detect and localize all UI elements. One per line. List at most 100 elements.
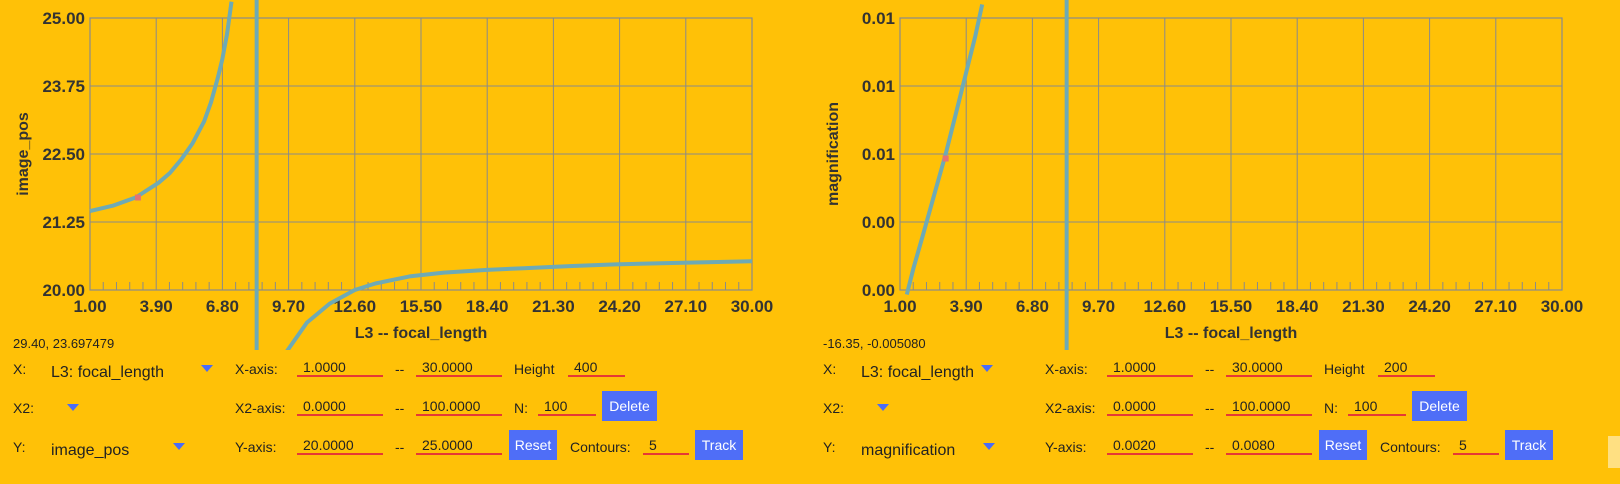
y-select-value[interactable]: magnification <box>861 442 956 459</box>
x-tick-label: 15.50 <box>1210 297 1253 316</box>
xaxis-min-input[interactable]: 1.0000 <box>1107 359 1193 377</box>
y-tick-label: 0.00 <box>862 281 895 300</box>
delete-button[interactable]: Delete <box>1412 391 1467 421</box>
x-label: X: <box>823 361 837 377</box>
x-tick-label: 27.10 <box>665 297 708 316</box>
n-input[interactable]: 100 <box>538 398 596 416</box>
contours-label: Contours: <box>570 439 631 455</box>
range-dash: -- <box>395 439 405 455</box>
y-tick-label: 21.25 <box>42 213 85 232</box>
series-line <box>904 3 985 295</box>
y-tick-label: 0.00 <box>862 213 895 232</box>
x2axis-label: X2-axis: <box>1045 400 1096 416</box>
series-line <box>285 259 753 350</box>
xaxis-min-input[interactable]: 1.0000 <box>297 359 383 377</box>
track-button[interactable]: Track <box>695 430 743 460</box>
x-tick-label: 18.40 <box>466 297 509 316</box>
x-dropdown-icon[interactable] <box>981 365 993 372</box>
x-tick-label: 12.60 <box>1144 297 1187 316</box>
range-dash: -- <box>1205 361 1215 377</box>
x-tick-label: 15.50 <box>400 297 443 316</box>
y-tick-label: 0.01 <box>862 9 895 28</box>
y-axis-title: magnification <box>825 102 842 206</box>
yaxis-max-input[interactable]: 0.0080 <box>1226 437 1312 455</box>
track-button[interactable]: Track <box>1505 430 1553 460</box>
xaxis-label: X-axis: <box>1045 361 1088 377</box>
reset-button[interactable]: Reset <box>1319 430 1367 460</box>
x2axis-max-input[interactable]: 100.0000 <box>1226 398 1312 416</box>
range-dash: -- <box>395 361 405 377</box>
y-select-value[interactable]: image_pos <box>51 442 130 459</box>
contours-label: Contours: <box>1380 439 1441 455</box>
delete-button[interactable]: Delete <box>602 391 657 421</box>
x-tick-label: 9.70 <box>1082 297 1115 316</box>
x-tick-label: 3.90 <box>140 297 173 316</box>
contours-input[interactable]: 5 <box>1453 437 1499 455</box>
x-tick-label: 30.00 <box>1541 297 1584 316</box>
x-tick-label: 18.40 <box>1276 297 1319 316</box>
x-tick-label: 6.80 <box>1016 297 1049 316</box>
height-label: Height <box>1324 361 1365 377</box>
x-tick-label: 30.00 <box>731 297 774 316</box>
x-tick-label: 21.30 <box>532 297 575 316</box>
x-tick-label: 27.10 <box>1475 297 1518 316</box>
yaxis-label: Y-axis: <box>235 439 277 455</box>
y-dropdown-icon[interactable] <box>983 443 995 450</box>
xaxis-max-input[interactable]: 30.0000 <box>1226 359 1312 377</box>
x-tick-label: 1.00 <box>73 297 106 316</box>
height-label: Height <box>514 361 555 377</box>
x-select-value[interactable]: L3: focal_length <box>861 364 974 381</box>
x-select-value[interactable]: L3: focal_length <box>51 364 164 381</box>
x-axis-title: L3 -- focal_length <box>1165 325 1297 342</box>
reset-button[interactable]: Reset <box>509 430 557 460</box>
y-axis-title: image_pos <box>15 112 32 196</box>
x2axis-max-input[interactable]: 100.0000 <box>416 398 502 416</box>
y-tick-label: 0.01 <box>862 77 895 96</box>
plot-panel-left: 1.00 3.90 6.80 9.70 12.60 15.50 18.40 21.30 24.2… <box>0 0 810 460</box>
chart-magnification[interactable]: 1.00 3.90 6.80 9.70 12.60 15.50 18.40 21.30 24.2… <box>810 0 1620 350</box>
x-tick-label: 21.30 <box>1342 297 1385 316</box>
x2-dropdown-icon[interactable] <box>877 404 889 411</box>
y-tick-label: 25.00 <box>42 9 85 28</box>
x2-dropdown-icon[interactable] <box>67 404 79 411</box>
n-label: N: <box>514 400 528 416</box>
n-input[interactable]: 100 <box>1348 398 1406 416</box>
x2axis-label: X2-axis: <box>235 400 286 416</box>
x2axis-min-input[interactable]: 0.0000 <box>297 398 383 416</box>
height-input[interactable]: 400 <box>568 359 625 377</box>
x-dropdown-icon[interactable] <box>201 365 213 372</box>
coord-readout: 29.40, 23.697479 <box>13 336 115 351</box>
xaxis-label: X-axis: <box>235 361 278 377</box>
x-tick-label: 12.60 <box>334 297 377 316</box>
x2axis-min-input[interactable]: 0.0000 <box>1107 398 1193 416</box>
y-tick-label: 22.50 <box>42 145 85 164</box>
y-tick-label: 23.75 <box>42 77 85 96</box>
yaxis-max-input[interactable]: 25.0000 <box>416 437 502 455</box>
yaxis-label: Y-axis: <box>1045 439 1087 455</box>
contours-input[interactable]: 5 <box>643 437 689 455</box>
x-tick-label: 1.00 <box>883 297 916 316</box>
xaxis-max-input[interactable]: 30.0000 <box>416 359 502 377</box>
yaxis-min-input[interactable]: 20.0000 <box>297 437 383 455</box>
scrollbar-handle[interactable] <box>1608 436 1620 468</box>
x-tick-label: 24.20 <box>598 297 641 316</box>
y-tick-label: 0.01 <box>862 145 895 164</box>
y-label: Y: <box>823 439 836 455</box>
n-label: N: <box>1324 400 1338 416</box>
x-axis-title: L3 -- focal_length <box>355 325 487 342</box>
y-dropdown-icon[interactable] <box>173 443 185 450</box>
x-tick-label: 3.90 <box>950 297 983 316</box>
x2-label: X2: <box>823 400 845 416</box>
chart-image-pos[interactable]: 1.00 3.90 6.80 9.70 12.60 15.50 18.40 21.30 24.2… <box>0 0 810 350</box>
height-input[interactable]: 200 <box>1378 359 1435 377</box>
tracked-point-marker <box>134 194 141 201</box>
x-tick-label: 24.20 <box>1408 297 1451 316</box>
x-tick-label: 9.70 <box>272 297 305 316</box>
yaxis-min-input[interactable]: 0.0020 <box>1107 437 1193 455</box>
y-label: Y: <box>13 439 26 455</box>
range-dash: -- <box>395 400 405 416</box>
range-dash: -- <box>1205 439 1215 455</box>
x-label: X: <box>13 361 27 377</box>
coord-readout: -16.35, -0.005080 <box>823 336 926 351</box>
x-tick-label: 6.80 <box>206 297 239 316</box>
